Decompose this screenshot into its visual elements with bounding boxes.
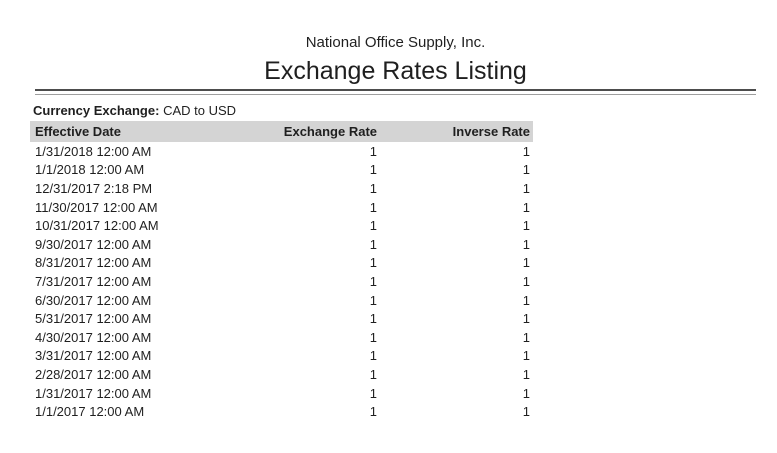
cell-effective-date: 8/31/2017 12:00 AM <box>35 255 152 271</box>
currency-exchange-label: Currency Exchange: <box>33 103 160 118</box>
cell-effective-date: 5/31/2017 12:00 AM <box>35 311 152 327</box>
cell-inverse-rate: 1 <box>522 311 530 327</box>
currency-exchange-value: CAD to USD <box>163 103 237 118</box>
table-row: 1/1/2017 12:00 AM 1 1 <box>30 402 533 421</box>
cell-inverse-rate: 1 <box>522 366 530 382</box>
table-row: 9/30/2017 12:00 AM 1 1 <box>30 235 533 254</box>
table-row: 12/31/2017 2:18 PM 1 1 <box>30 179 533 198</box>
table-row: 11/30/2017 12:00 AM 1 1 <box>30 198 533 217</box>
exchange-rates-table: Effective Date Exchange Rate Inverse Rat… <box>30 121 533 421</box>
report-header: National Office Supply, Inc. Exchange Ra… <box>35 0 756 85</box>
cell-exchange-rate: 1 <box>369 385 377 401</box>
cell-exchange-rate: 1 <box>369 255 377 271</box>
cell-exchange-rate: 1 <box>369 199 377 215</box>
table-header: Effective Date Exchange Rate Inverse Rat… <box>30 121 533 142</box>
table-body: 1/31/2018 12:00 AM 1 1 1/1/2018 12:00 AM 1 1 1… <box>30 142 533 421</box>
cell-exchange-rate: 1 <box>369 366 377 382</box>
cell-inverse-rate: 1 <box>522 255 530 271</box>
table-row: 1/1/2018 12:00 AM 1 1 <box>30 161 533 180</box>
company-name: National Office Supply, Inc. <box>305 34 486 51</box>
table-row: 1/31/2018 12:00 AM 1 1 <box>30 142 533 161</box>
cell-exchange-rate: 1 <box>369 218 377 234</box>
cell-effective-date: 1/1/2017 12:00 AM <box>35 404 145 420</box>
cell-effective-date: 4/30/2017 12:00 AM <box>35 329 152 345</box>
cell-effective-date: 10/31/2017 12:00 AM <box>35 218 159 234</box>
cell-exchange-rate: 1 <box>369 162 377 178</box>
table-row: 5/31/2017 12:00 AM 1 1 <box>30 309 533 328</box>
cell-effective-date: 11/30/2017 12:00 AM <box>35 199 158 215</box>
table-row: 7/31/2017 12:00 AM 1 1 <box>30 272 533 291</box>
cell-effective-date: 1/31/2017 12:00 AM <box>35 385 152 401</box>
cell-effective-date: 9/30/2017 12:00 AM <box>35 236 152 252</box>
table-row: 10/31/2017 12:00 AM 1 1 <box>30 216 533 235</box>
currency-exchange-line: Currency Exchange: CAD to USD <box>33 103 236 118</box>
cell-exchange-rate: 1 <box>369 273 377 289</box>
cell-effective-date: 3/31/2017 12:00 AM <box>35 348 152 364</box>
cell-inverse-rate: 1 <box>522 199 530 215</box>
table-row: 4/30/2017 12:00 AM 1 1 <box>30 328 533 347</box>
cell-inverse-rate: 1 <box>522 143 530 159</box>
cell-effective-date: 1/1/2018 12:00 AM <box>35 162 145 178</box>
table-row: 6/30/2017 12:00 AM 1 1 <box>30 291 533 310</box>
cell-inverse-rate: 1 <box>522 273 530 289</box>
cell-exchange-rate: 1 <box>369 404 377 420</box>
table-row: 3/31/2017 12:00 AM 1 1 <box>30 347 533 366</box>
cell-exchange-rate: 1 <box>369 292 377 308</box>
cell-effective-date: 12/31/2017 2:18 PM <box>35 180 153 196</box>
cell-inverse-rate: 1 <box>522 292 530 308</box>
table-row: 8/31/2017 12:00 AM 1 1 <box>30 254 533 273</box>
cell-exchange-rate: 1 <box>369 311 377 327</box>
table-row: 1/31/2017 12:00 AM 1 1 <box>30 384 533 403</box>
cell-inverse-rate: 1 <box>522 329 530 345</box>
cell-exchange-rate: 1 <box>369 180 377 196</box>
cell-inverse-rate: 1 <box>522 236 530 252</box>
column-header-inverse-rate: Inverse Rate <box>380 121 533 142</box>
cell-inverse-rate: 1 <box>522 162 530 178</box>
column-header-effective-date: Effective Date <box>30 121 250 142</box>
cell-inverse-rate: 1 <box>522 218 530 234</box>
cell-exchange-rate: 1 <box>369 236 377 252</box>
cell-inverse-rate: 1 <box>522 348 530 364</box>
cell-exchange-rate: 1 <box>369 143 377 159</box>
title-divider <box>35 89 756 95</box>
cell-exchange-rate: 1 <box>369 348 377 364</box>
column-header-exchange-rate: Exchange Rate <box>250 121 380 142</box>
cell-effective-date: 6/30/2017 12:00 AM <box>35 292 152 308</box>
cell-exchange-rate: 1 <box>369 329 377 345</box>
table-row: 2/28/2017 12:00 AM 1 1 <box>30 365 533 384</box>
table-header-row: Effective Date Exchange Rate Inverse Rat… <box>30 121 533 142</box>
cell-inverse-rate: 1 <box>522 385 530 401</box>
cell-inverse-rate: 1 <box>522 404 530 420</box>
cell-effective-date: 1/31/2018 12:00 AM <box>35 143 152 159</box>
cell-effective-date: 7/31/2017 12:00 AM <box>35 273 152 289</box>
cell-inverse-rate: 1 <box>522 180 530 196</box>
page-title: Exchange Rates Listing <box>264 57 527 85</box>
cell-effective-date: 2/28/2017 12:00 AM <box>35 366 152 382</box>
